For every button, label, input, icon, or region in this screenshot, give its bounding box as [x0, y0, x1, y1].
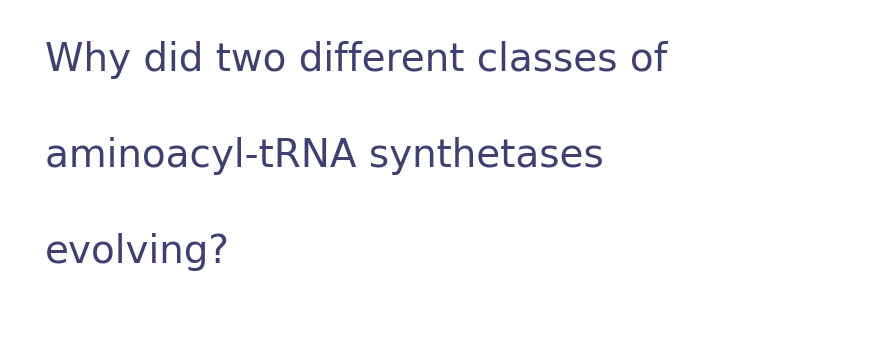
Text: aminoacyl-tRNA synthetases: aminoacyl-tRNA synthetases	[45, 137, 603, 175]
Text: evolving?: evolving?	[45, 233, 230, 271]
Text: Why did two different classes of: Why did two different classes of	[45, 41, 667, 79]
